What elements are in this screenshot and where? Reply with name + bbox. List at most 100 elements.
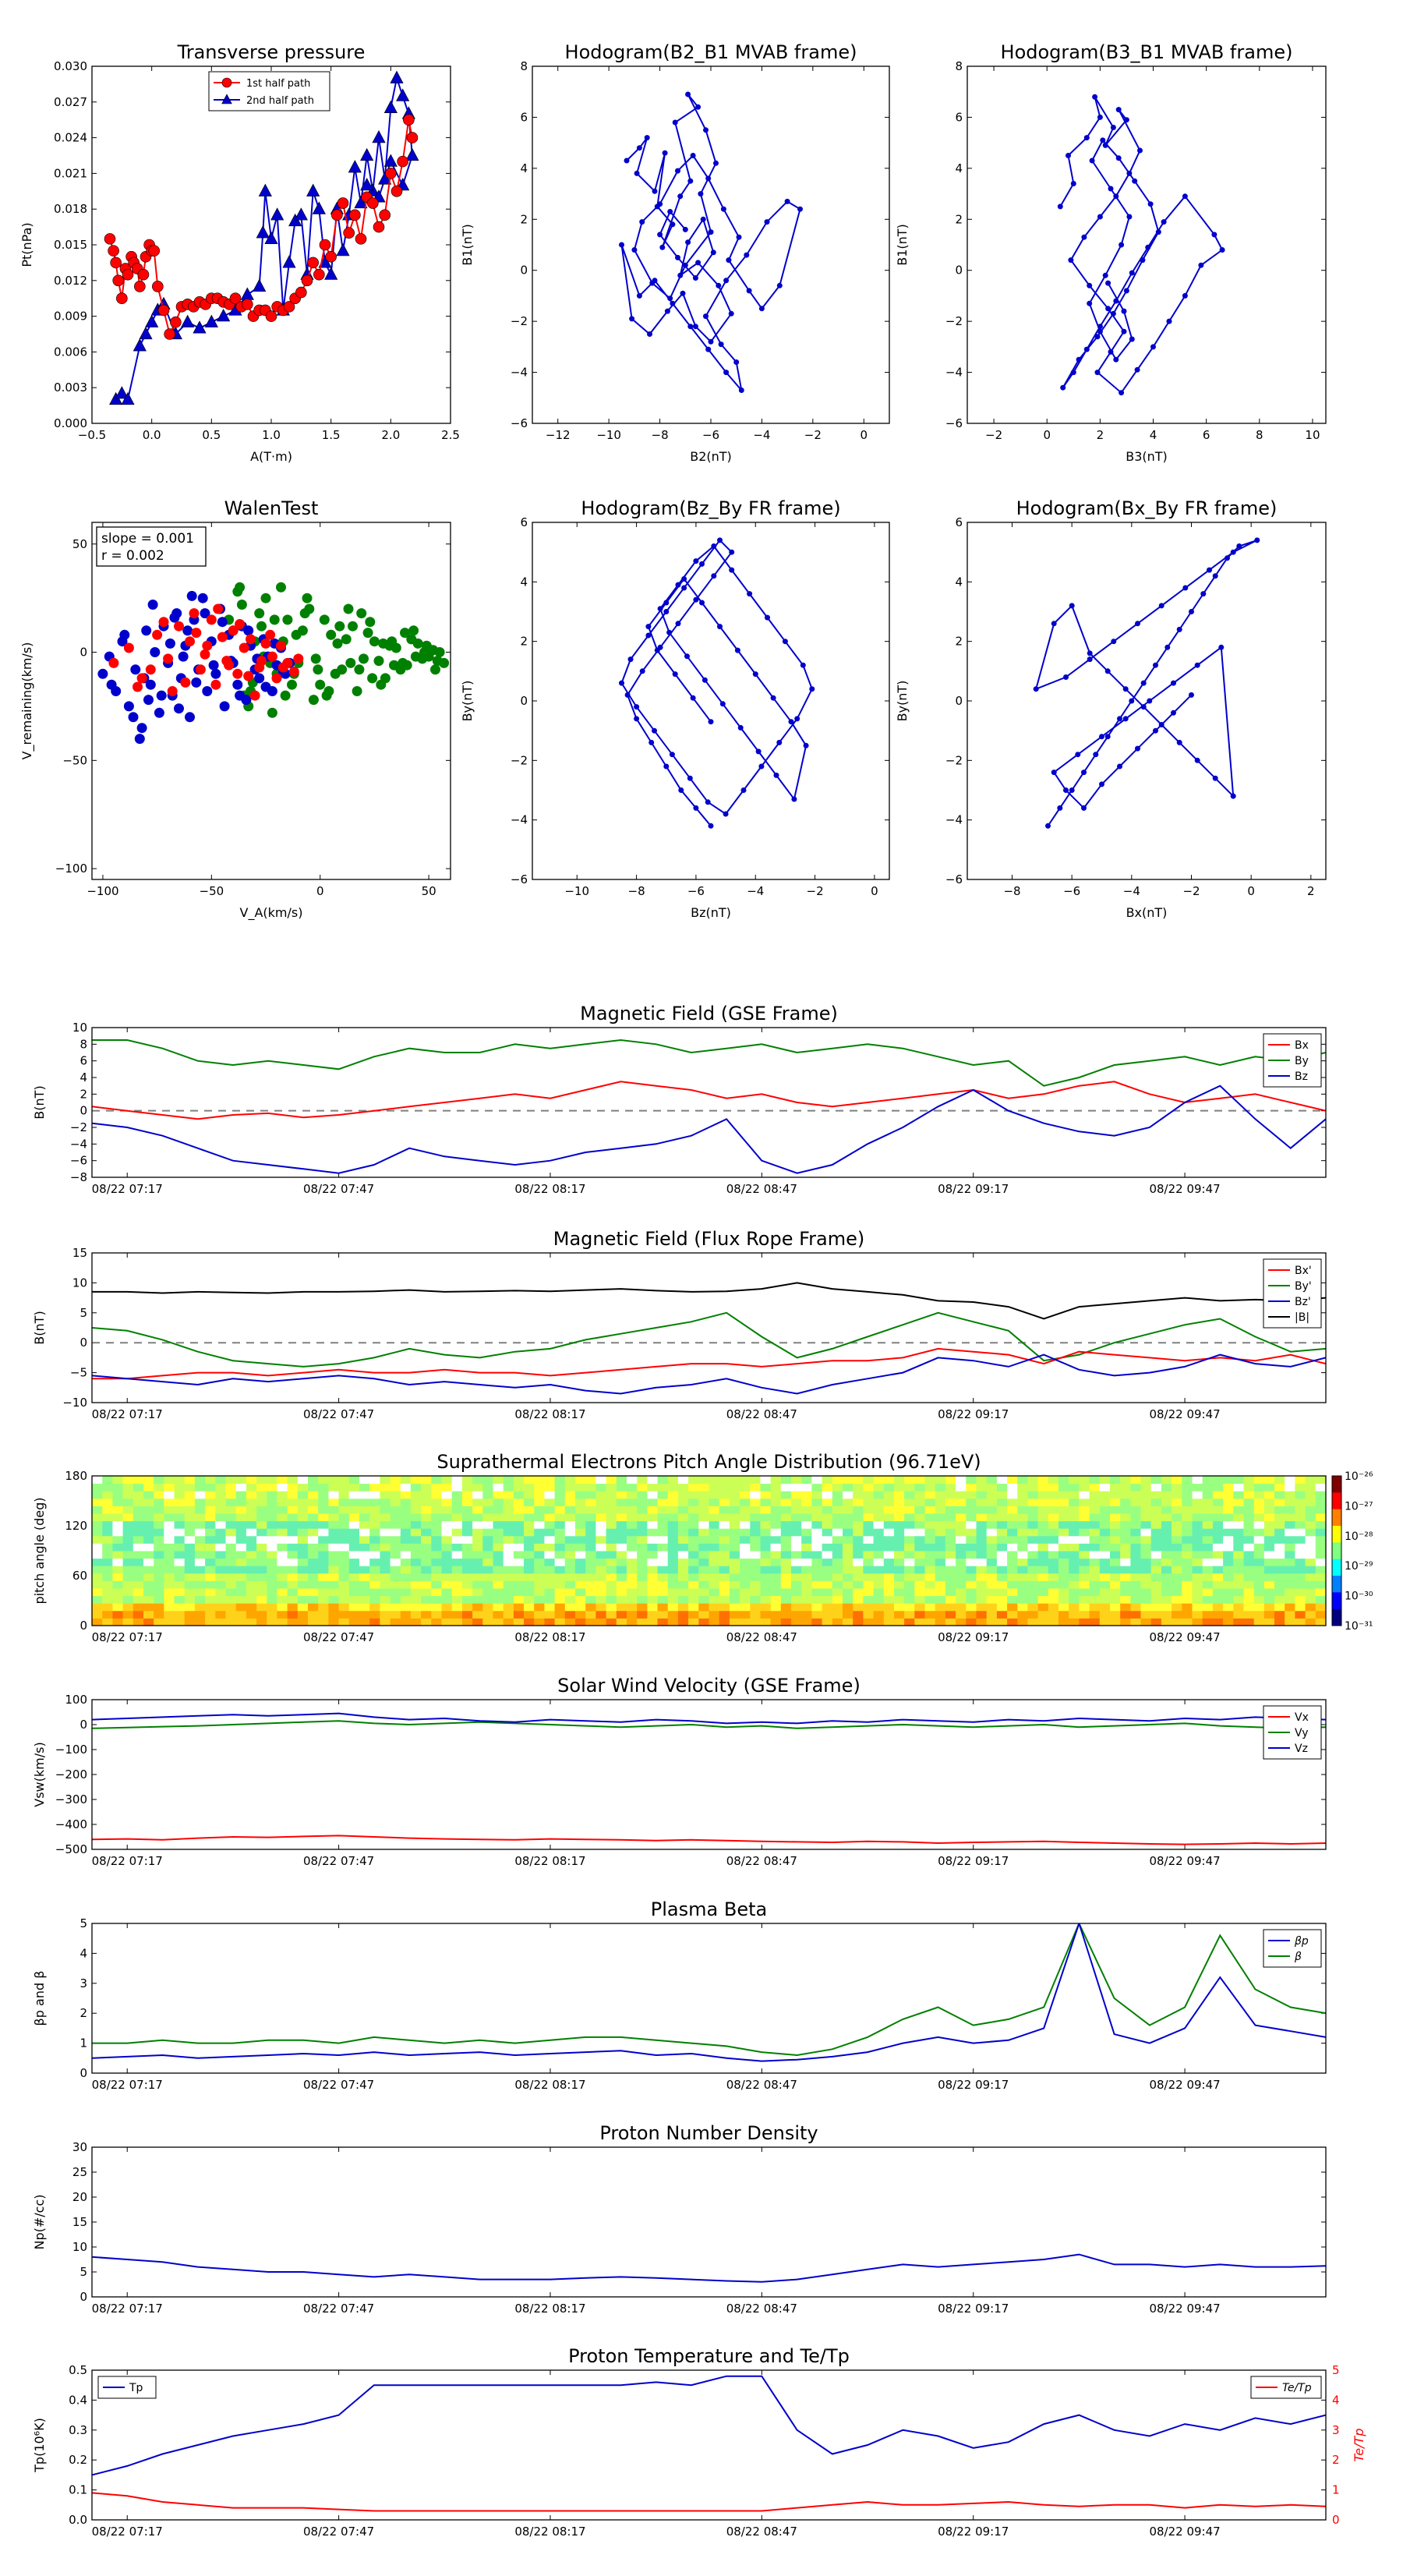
walen-green-point xyxy=(280,690,291,701)
hodogram-point xyxy=(680,290,686,296)
pad-cell xyxy=(811,1520,823,1529)
pad-cell xyxy=(996,1513,1008,1522)
pad-cell xyxy=(451,1558,463,1566)
pad-cell xyxy=(1110,1580,1121,1589)
pad-cell xyxy=(986,1595,998,1604)
pad-cell xyxy=(709,1483,720,1491)
pad-cell xyxy=(421,1528,432,1537)
pad-cell xyxy=(637,1543,648,1552)
hodogram-bx-by-xtick-label: −2 xyxy=(1182,884,1200,898)
pad-cell xyxy=(544,1543,556,1552)
plasma-beta-ytick-label: 3 xyxy=(80,1976,87,1990)
pad-cell xyxy=(524,1506,535,1514)
hodogram-b2-b1-ytick-label: 6 xyxy=(520,110,528,124)
proton-temperature-title: Proton Temperature and Te/Tp xyxy=(568,2345,850,2367)
pad-cell xyxy=(1079,1491,1090,1499)
hodogram-point xyxy=(726,257,732,264)
pad-cell xyxy=(996,1543,1008,1552)
pad-cell xyxy=(421,1580,432,1589)
pad-cell xyxy=(1140,1580,1152,1589)
proton-density-frame xyxy=(91,2146,1327,2298)
pad-cell xyxy=(1285,1476,1295,1484)
hodogram-point xyxy=(717,624,723,630)
pad-cell xyxy=(482,1618,493,1626)
pad-cell xyxy=(698,1506,709,1514)
pad-cell xyxy=(894,1506,905,1514)
pad-cell xyxy=(1037,1476,1049,1484)
pad-cell xyxy=(1017,1513,1028,1522)
pad-cell xyxy=(914,1558,925,1566)
pad-cell xyxy=(606,1580,617,1589)
hodogram-bz-by-ytick-label: −2 xyxy=(511,753,528,767)
pad-cell xyxy=(112,1543,124,1552)
walen-green-point xyxy=(260,593,271,603)
pad-cell xyxy=(1017,1588,1028,1597)
pad-cell xyxy=(1285,1528,1295,1537)
pad-cell xyxy=(647,1595,659,1604)
hodogram-point xyxy=(1176,626,1182,632)
pad-cell xyxy=(791,1618,802,1626)
pad-cell xyxy=(1285,1603,1295,1612)
pad-cell xyxy=(1027,1483,1039,1491)
pad-cell xyxy=(1274,1595,1285,1604)
pad-cell xyxy=(657,1595,669,1604)
pad-cell xyxy=(400,1535,412,1544)
tp-legend-box xyxy=(208,71,330,111)
pad-cell xyxy=(1027,1528,1039,1537)
pad-cell xyxy=(410,1588,422,1597)
pad-cell xyxy=(996,1491,1008,1499)
pad-cell xyxy=(174,1513,186,1522)
pad-cell xyxy=(667,1520,679,1529)
pad-cell xyxy=(524,1551,535,1559)
pad-cell xyxy=(359,1543,370,1552)
pad-cell xyxy=(853,1573,864,1581)
pad-cell xyxy=(1007,1566,1018,1574)
walen-green-point xyxy=(330,668,341,679)
pad-cell xyxy=(935,1498,946,1506)
pad-cell xyxy=(667,1483,679,1491)
pad-cell xyxy=(698,1476,709,1484)
pad-cell xyxy=(956,1513,967,1522)
pad-cell xyxy=(996,1558,1008,1566)
pad-cell xyxy=(441,1618,453,1626)
pad-cell xyxy=(740,1520,751,1529)
pad-cell xyxy=(976,1580,988,1589)
pad-cell xyxy=(267,1491,277,1499)
pad-cell xyxy=(277,1618,288,1626)
magnetic-field-gse-title: Magnetic Field (GSE Frame) xyxy=(580,1003,838,1024)
hodogram-point xyxy=(1097,114,1103,120)
pad-cell xyxy=(421,1535,432,1544)
pad-cell xyxy=(441,1551,453,1559)
hodogram-point xyxy=(1135,621,1140,627)
pad-cell xyxy=(1263,1558,1275,1566)
pad-cell xyxy=(575,1610,586,1619)
pad-cell xyxy=(1089,1528,1101,1537)
pad-cell xyxy=(1285,1520,1295,1529)
pad-cell xyxy=(873,1520,885,1529)
walen-red-point xyxy=(202,640,213,651)
pad-cell xyxy=(133,1543,144,1552)
pad-cell xyxy=(894,1476,905,1484)
pad-cell xyxy=(1263,1603,1275,1612)
pad-cell xyxy=(503,1558,514,1566)
pad-cell xyxy=(914,1498,925,1506)
pad-cell xyxy=(493,1595,504,1604)
pad-cell xyxy=(1089,1551,1101,1559)
pad-cell xyxy=(698,1535,709,1544)
pad-cell xyxy=(1007,1551,1018,1559)
pad-cell xyxy=(637,1566,648,1574)
pad-cell xyxy=(380,1483,391,1491)
pad-cell xyxy=(945,1543,956,1552)
pad-cell xyxy=(801,1573,812,1581)
first-half-marker xyxy=(229,292,242,305)
pad-cell xyxy=(904,1476,915,1484)
hodogram-bz-by-ytick-label: 4 xyxy=(520,575,528,589)
pad-cell xyxy=(267,1528,277,1537)
pad-cell xyxy=(627,1506,638,1514)
walen-test-frame xyxy=(91,522,451,880)
pad-cell xyxy=(1089,1603,1101,1612)
plasma-beta-xtick-label: 08/22 07:47 xyxy=(303,2078,374,2092)
pad-cell xyxy=(1130,1595,1142,1604)
pad-cell xyxy=(657,1483,669,1491)
pad-cell xyxy=(112,1603,124,1612)
